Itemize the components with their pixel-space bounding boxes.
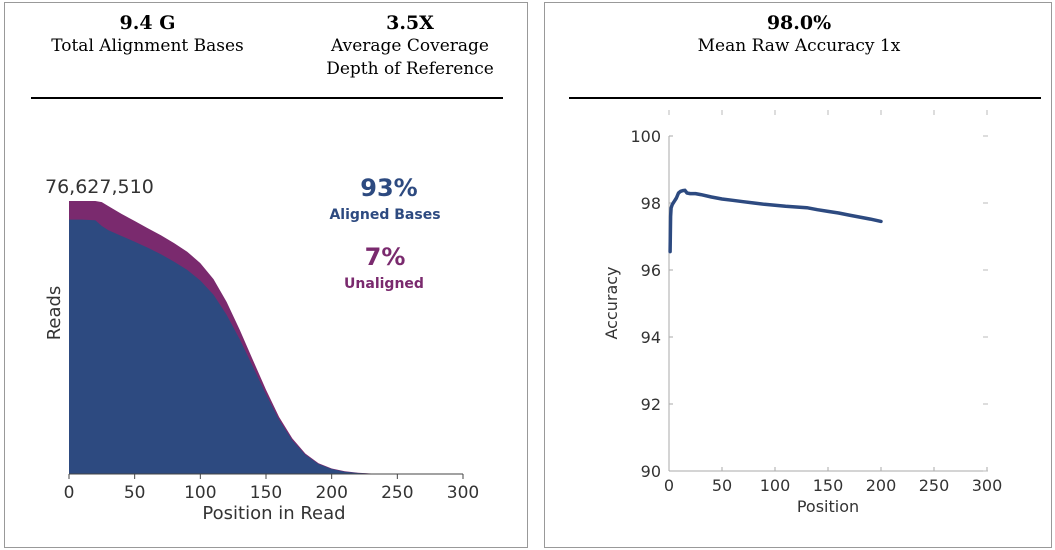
coverage-panel: 9.4 G Total Alignment Bases 3.5X Average…	[4, 2, 528, 548]
stat-value: 9.4 G	[119, 12, 176, 34]
y-axis-label: Accuracy	[602, 266, 621, 339]
x-tick-label: 300	[972, 476, 1003, 495]
accuracy-line-chart: 0 50 100 150 200 250 300 90 92 94 96 98 100 Position A…	[602, 110, 1003, 516]
stat-label: Total Alignment Bases	[51, 36, 244, 56]
stat-average-coverage-depth: 3.5X Average Coverage Depth of Reference	[290, 11, 530, 81]
stat-total-alignment-bases: 9.4 G Total Alignment Bases	[5, 11, 290, 58]
aligned-area	[69, 219, 437, 474]
max-reads-label: 76,627,510	[45, 176, 154, 198]
unaligned-percent: 7%	[365, 243, 406, 271]
y-tick-label: 94	[641, 328, 661, 347]
y-tick-label: 90	[641, 462, 661, 481]
x-axis-label: Position in Read	[202, 503, 345, 524]
accuracy-panel: 98.0% Mean Raw Accuracy 1x 0 50 100 150 200 2…	[544, 2, 1052, 548]
accuracy-line	[668, 188, 883, 254]
stat-label: Depth of Reference	[326, 59, 494, 79]
y-tick-label: 96	[641, 261, 661, 280]
x-tick-label: 150	[250, 483, 282, 503]
stat-label: Average Coverage	[331, 36, 489, 56]
x-tick-label: 200	[315, 483, 347, 503]
x-tick-label: 0	[664, 476, 674, 495]
stat-value: 3.5X	[386, 12, 434, 34]
x-tick-label: 300	[447, 483, 479, 503]
x-tick-label: 50	[712, 476, 732, 495]
unaligned-label: Unaligned	[344, 276, 424, 292]
x-tick-label: 100	[184, 483, 216, 503]
y-axis-label: Reads	[44, 286, 65, 341]
x-tick-label: 250	[381, 483, 413, 503]
header-divider	[569, 97, 1041, 99]
y-tick-label: 100	[630, 127, 661, 146]
x-axis-label: Position	[797, 497, 859, 516]
y-tick-label: 98	[641, 194, 661, 213]
x-tick-label: 50	[124, 483, 146, 503]
x-tick-label: 0	[64, 483, 75, 503]
x-tick-label: 250	[919, 476, 950, 495]
stat-value: 98.0%	[766, 12, 832, 34]
x-tick-label: 150	[813, 476, 844, 495]
stat-mean-raw-accuracy: 98.0% Mean Raw Accuracy 1x	[545, 11, 1053, 58]
reads-area-chart: 0 50 100 150 200 250 300 Position in Read Reads 7…	[44, 174, 479, 524]
aligned-percent: 93%	[360, 174, 417, 202]
stat-label: Mean Raw Accuracy 1x	[697, 36, 901, 56]
x-tick-label: 100	[760, 476, 791, 495]
y-tick-label: 92	[641, 395, 661, 414]
header-divider	[31, 97, 503, 99]
aligned-label: Aligned Bases	[329, 207, 440, 223]
x-tick-label: 200	[866, 476, 897, 495]
